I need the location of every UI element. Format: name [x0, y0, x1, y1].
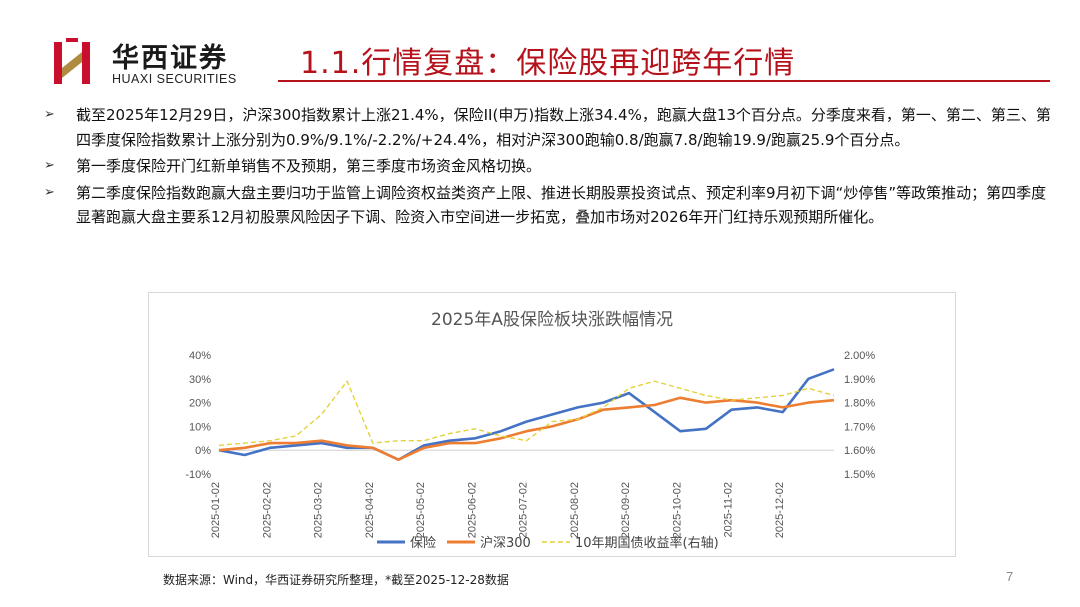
- bullet-item: ➢ 第二季度保险指数跑赢大盘主要归功于监管上调险资权益类资产上限、推进长期股票投…: [44, 181, 1054, 230]
- legend-label: 保险: [410, 536, 436, 551]
- series-line: [218, 380, 835, 447]
- bullet-list: ➢ 截至2025年12月29日，沪深300指数累计上涨21.4%，保险II(申万…: [44, 103, 1054, 232]
- y-axis-left-tick-label: 40%: [189, 350, 211, 362]
- bullet-text: 截至2025年12月29日，沪深300指数累计上涨21.4%，保险II(申万)指…: [76, 106, 1051, 149]
- x-axis-tick-label: 2025-07-02: [518, 482, 530, 538]
- series-line: [218, 368, 835, 461]
- y-axis-right-tick-label: 1.70%: [844, 421, 875, 433]
- chart-svg: 2025年A股保险板块涨跌幅情况 -10% 0% 10% 20% 30% 40% 1.50…: [185, 310, 875, 551]
- y-axis-right-tick-label: 1.50%: [844, 469, 875, 481]
- y-axis-left-tick-label: 30%: [189, 374, 211, 386]
- page-title: 1.1.行情复盘：保险股再迎跨年行情: [300, 46, 796, 81]
- x-axis-tick-label: 2025-04-02: [364, 482, 376, 538]
- x-axis-tick-label: 2025-01-02: [210, 482, 222, 538]
- legend-label: 沪深300: [480, 535, 531, 551]
- x-axis-tick-label: 2025-12-02: [774, 482, 786, 538]
- bullet-arrow-icon: ➢: [44, 107, 55, 122]
- y-axis-left-tick-label: 10%: [189, 421, 211, 433]
- bullet-item: ➢ 第一季度保险开门红新单销售不及预期，第三季度市场资金风格切换。: [44, 154, 1054, 179]
- bullet-text: 第一季度保险开门红新单销售不及预期，第三季度市场资金风格切换。: [76, 157, 542, 175]
- logo-name-cn: 华西证券: [112, 43, 228, 74]
- chart-container: 2025年A股保险板块涨跌幅情况 -10% 0% 10% 20% 30% 40% 1.50…: [148, 292, 956, 557]
- legend-label: 10年期国债收益率(右轴): [575, 535, 719, 551]
- bullet-text: 第二季度保险指数跑赢大盘主要归功于监管上调险资权益类资产上限、推进长期股票投资试…: [76, 183, 1047, 227]
- x-axis-tick-label: 2025-11-02: [723, 482, 735, 537]
- y-axis-right-tick-label: 1.80%: [844, 398, 875, 410]
- logo-mark-icon: [54, 38, 90, 84]
- x-axis-tick-label: 2025-03-02: [313, 482, 325, 538]
- page-number: 7: [1006, 569, 1014, 584]
- bullet-arrow-icon: ➢: [44, 158, 55, 173]
- y-axis-left-tick-label: 20%: [189, 398, 211, 410]
- x-axis-tick-label: 2025-02-02: [261, 482, 273, 538]
- y-axis-left-tick-label: 0%: [195, 445, 211, 457]
- y-axis-left-tick-label: -10%: [185, 469, 211, 481]
- x-axis-tick-label: 2025-09-02: [620, 482, 632, 538]
- y-axis-right-tick-label: 2.00%: [844, 350, 875, 362]
- bullet-arrow-icon: ➢: [44, 184, 55, 200]
- x-axis-tick-label: 2025-06-02: [466, 482, 478, 538]
- chart-title: 2025年A股保险板块涨跌幅情况: [431, 310, 673, 330]
- logo-name-en: HUAXI SECURITIES: [112, 72, 237, 86]
- x-axis-tick-label: 2025-05-02: [415, 482, 427, 538]
- data-source-note: 数据来源：Wind，华西证券研究所整理，*截至2025-12-28数据: [163, 573, 509, 587]
- y-axis-right-tick-label: 1.60%: [844, 445, 875, 457]
- bullet-item: ➢ 截至2025年12月29日，沪深300指数累计上涨21.4%，保险II(申万…: [44, 103, 1054, 152]
- x-axis-tick-label: 2025-10-02: [671, 482, 683, 538]
- y-axis-right-tick-label: 1.90%: [844, 374, 875, 386]
- company-logo: 华西证券 HUAXI SECURITIES: [52, 36, 262, 92]
- x-axis-tick-label: 2025-08-02: [569, 482, 581, 538]
- title-divider: [278, 80, 1050, 82]
